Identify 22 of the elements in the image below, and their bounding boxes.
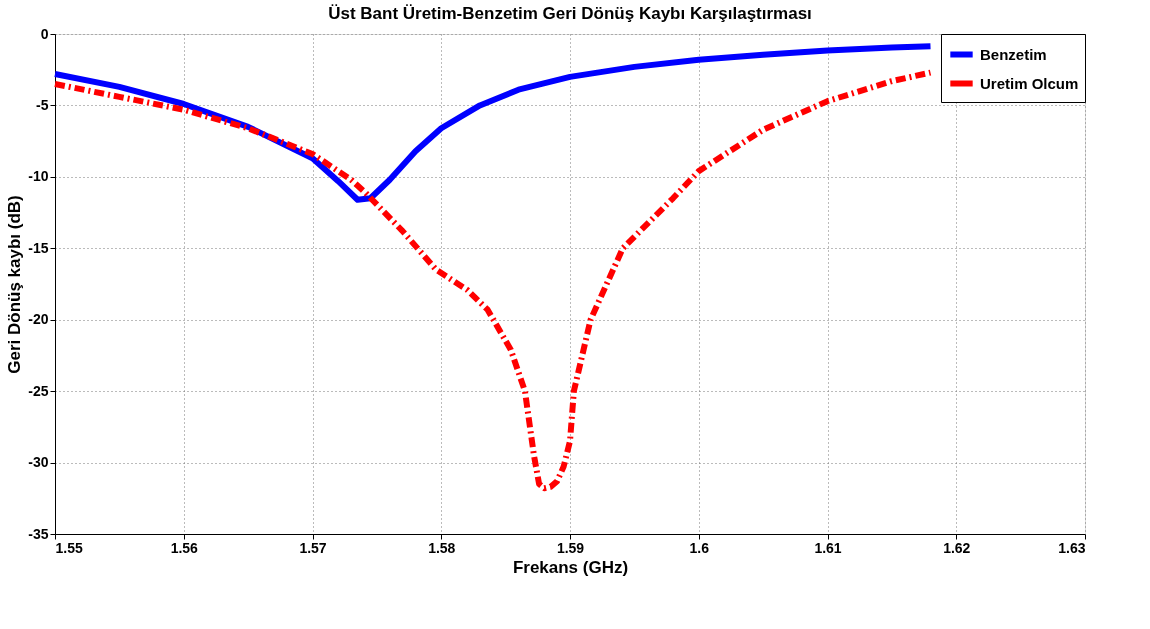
y-tick-label: -35	[28, 525, 49, 542]
x-tick-label: 1.62	[943, 539, 971, 556]
y-tick-label: -15	[28, 239, 49, 256]
x-tick-label: 1.6	[689, 539, 710, 556]
legend-label: Uretim Olcum	[980, 74, 1079, 92]
y-tick-label: -10	[28, 168, 49, 185]
chart-title: Üst Bant Üretim-Benzetim Geri Dönüş Kaybı Karşılaştırması	[328, 4, 812, 23]
y-tick-label: -30	[28, 454, 49, 471]
y-tick-label: 0	[40, 25, 49, 42]
x-tick-label: 1.63	[1058, 539, 1086, 556]
y-tick-label: -20	[28, 311, 49, 328]
x-tick-label: 1.59	[556, 539, 585, 556]
y-axis-title: Geri Dönüş kaybı (dB)	[5, 195, 25, 374]
x-tick-label: 1.56	[170, 539, 199, 556]
x-axis-title: Frekans (GHz)	[512, 557, 629, 577]
x-tick-label: 1.55	[55, 539, 83, 556]
x-tick-label: 1.61	[814, 539, 842, 556]
legend-label: Benzetim	[980, 45, 1047, 63]
x-tick-label: 1.58	[428, 539, 456, 556]
y-tick-label: -25	[28, 382, 49, 399]
y-tick-label: -5	[36, 96, 49, 113]
x-tick-label: 1.57	[299, 539, 327, 556]
